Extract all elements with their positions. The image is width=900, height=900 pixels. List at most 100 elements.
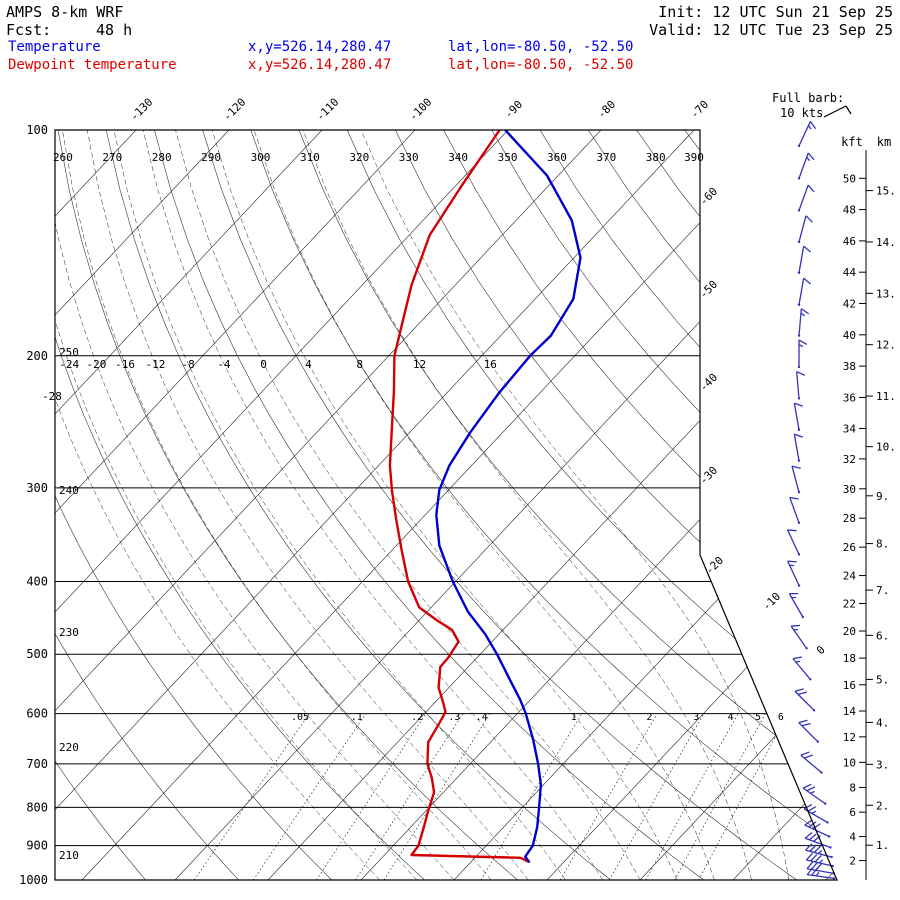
fcst-label: Fcst: bbox=[6, 21, 52, 39]
wind-barb bbox=[797, 277, 812, 306]
svg-text:8.: 8. bbox=[876, 538, 889, 551]
svg-text:3: 3 bbox=[693, 712, 699, 723]
wind-barb bbox=[788, 592, 805, 619]
svg-text:26: 26 bbox=[843, 541, 856, 554]
svg-text:1000: 1000 bbox=[19, 873, 48, 887]
svg-text:50: 50 bbox=[843, 172, 856, 185]
wind-barb bbox=[803, 803, 829, 824]
svg-text:230: 230 bbox=[59, 626, 79, 639]
svg-text:28: 28 bbox=[843, 512, 856, 525]
wind-barb bbox=[790, 624, 808, 650]
svg-text:-8: -8 bbox=[182, 358, 195, 371]
svg-text:.1: .1 bbox=[351, 712, 363, 723]
wind-barb bbox=[795, 370, 806, 400]
wind-barb bbox=[787, 529, 801, 556]
svg-text:2.: 2. bbox=[876, 799, 889, 812]
wind-barb bbox=[794, 688, 816, 712]
svg-text:300: 300 bbox=[26, 481, 48, 495]
svg-text:.3: .3 bbox=[448, 712, 460, 723]
svg-text:250: 250 bbox=[59, 346, 79, 359]
svg-text:16: 16 bbox=[484, 358, 497, 371]
svg-text:14.: 14. bbox=[876, 236, 896, 249]
svg-text:340: 340 bbox=[448, 151, 468, 164]
svg-text:500: 500 bbox=[26, 647, 48, 661]
svg-text:44: 44 bbox=[843, 266, 857, 279]
plot-border bbox=[54, 129, 838, 881]
init-line: Init: 12 UTC Sun 21 Sep 25 bbox=[658, 4, 893, 21]
svg-text:10.: 10. bbox=[876, 441, 896, 454]
svg-text:-10: -10 bbox=[760, 590, 783, 613]
svg-text:240: 240 bbox=[59, 484, 79, 497]
model-title: AMPS 8-km WRF bbox=[6, 3, 124, 21]
wind-barb bbox=[802, 783, 827, 805]
svg-text:km: km bbox=[877, 135, 891, 149]
svg-text:-24: -24 bbox=[59, 358, 79, 371]
wind-barb bbox=[800, 751, 823, 774]
svg-text:0: 0 bbox=[260, 358, 267, 371]
wind-barb bbox=[797, 184, 815, 212]
barb-legend-line2: 10 kts bbox=[780, 106, 824, 120]
wind-barb bbox=[787, 560, 801, 587]
dewpoint-xy: x,y=526.14,280.47 bbox=[248, 57, 392, 73]
svg-text:220: 220 bbox=[59, 741, 79, 754]
grid-labels: -28-24 -20 -16 -12 -8 -4 0 4 8 12 16.05.1.2.3.4 1 2 3… bbox=[19, 96, 828, 887]
svg-text:350: 350 bbox=[498, 151, 518, 164]
svg-text:9.: 9. bbox=[876, 490, 889, 503]
valid-label: Valid: bbox=[649, 21, 704, 39]
svg-text:0: 0 bbox=[814, 643, 828, 657]
wind-barb bbox=[797, 245, 812, 274]
svg-text:6.: 6. bbox=[876, 629, 889, 642]
svg-text:400: 400 bbox=[26, 575, 48, 589]
svg-text:20: 20 bbox=[843, 625, 856, 638]
wind-barb bbox=[797, 121, 817, 148]
svg-text:-80: -80 bbox=[595, 98, 618, 121]
svg-text:100: 100 bbox=[26, 123, 48, 137]
svg-text:13.: 13. bbox=[876, 287, 896, 300]
wind-barb bbox=[793, 433, 803, 462]
svg-text:900: 900 bbox=[26, 839, 48, 853]
svg-text:2: 2 bbox=[646, 712, 652, 723]
svg-text:8: 8 bbox=[849, 781, 856, 794]
svg-text:4.: 4. bbox=[876, 716, 889, 729]
valid-value: 12 UTC Tue 23 Sep 25 bbox=[712, 21, 893, 39]
wind-barb bbox=[797, 215, 813, 244]
svg-text:270: 270 bbox=[102, 151, 122, 164]
svg-text:30: 30 bbox=[843, 483, 856, 496]
wind-barb bbox=[793, 402, 803, 431]
svg-text:-16: -16 bbox=[115, 358, 135, 371]
profiles bbox=[388, 130, 582, 863]
svg-text:6: 6 bbox=[849, 806, 856, 819]
wind-barb bbox=[797, 308, 810, 337]
svg-text:15.: 15. bbox=[876, 185, 896, 198]
fcst-value: 48 h bbox=[96, 21, 133, 39]
svg-text:390: 390 bbox=[684, 151, 704, 164]
dewpoint-legend-label: Dewpoint temperature bbox=[8, 57, 177, 73]
wind-barb bbox=[804, 819, 831, 838]
svg-text:4: 4 bbox=[728, 712, 734, 723]
svg-text:-120: -120 bbox=[221, 96, 249, 124]
barb-legend-line1: Full barb: bbox=[772, 91, 845, 105]
svg-text:330: 330 bbox=[399, 151, 419, 164]
wind-barb bbox=[798, 719, 820, 743]
svg-text:360: 360 bbox=[547, 151, 567, 164]
wind-barb bbox=[804, 831, 832, 849]
svg-text:5: 5 bbox=[755, 712, 761, 723]
svg-text:320: 320 bbox=[349, 151, 369, 164]
svg-text:1: 1 bbox=[571, 712, 577, 723]
svg-text:46: 46 bbox=[843, 235, 856, 248]
grid-lines bbox=[55, 130, 837, 880]
svg-text:-100: -100 bbox=[407, 96, 435, 124]
svg-text:300: 300 bbox=[251, 151, 271, 164]
svg-text:-20: -20 bbox=[703, 554, 726, 577]
svg-text:-4: -4 bbox=[217, 358, 231, 371]
wind-barbs bbox=[787, 121, 836, 880]
temperature-legend-label: Temperature bbox=[8, 39, 101, 55]
temperature-curve bbox=[435, 130, 582, 863]
svg-text:14: 14 bbox=[843, 705, 857, 718]
wind-barb bbox=[791, 465, 801, 494]
svg-text:10: 10 bbox=[843, 756, 856, 769]
svg-text:22: 22 bbox=[843, 598, 856, 611]
svg-text:24: 24 bbox=[843, 570, 857, 583]
svg-text:18: 18 bbox=[843, 652, 856, 665]
svg-text:36: 36 bbox=[843, 391, 856, 404]
